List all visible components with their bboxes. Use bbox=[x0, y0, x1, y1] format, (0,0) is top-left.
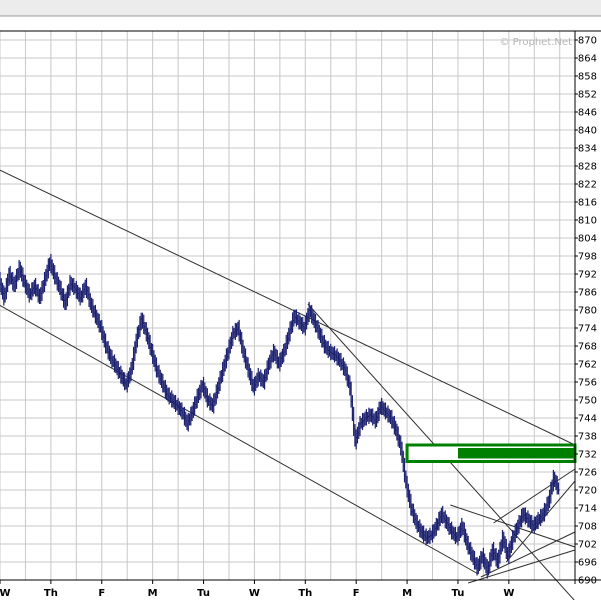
x-tick-label-10: W bbox=[503, 588, 514, 599]
y-tick-label-834: 834 bbox=[578, 144, 597, 155]
y-tick-label-714: 714 bbox=[578, 504, 597, 515]
y-tick-label-870: 870 bbox=[578, 36, 597, 47]
x-tick-label-2: F bbox=[98, 588, 105, 599]
y-tick-label-810: 810 bbox=[578, 216, 597, 227]
y-tick-label-792: 792 bbox=[578, 270, 597, 281]
x-tick-label-7: F bbox=[353, 588, 360, 599]
y-tick-label-768: 768 bbox=[578, 342, 597, 353]
y-tick-label-708: 708 bbox=[578, 522, 597, 533]
y-tick-label-732: 732 bbox=[578, 450, 597, 461]
y-tick-label-762: 762 bbox=[578, 360, 597, 371]
y-tick-label-696: 696 bbox=[578, 558, 597, 569]
y-tick-label-798: 798 bbox=[578, 252, 597, 263]
x-tick-label-0: W bbox=[0, 588, 11, 599]
y-tick-label-816: 816 bbox=[578, 198, 597, 209]
y-tick-label-690: 690 bbox=[578, 576, 597, 587]
y-tick-label-840: 840 bbox=[578, 126, 597, 137]
plot-background bbox=[0, 31, 575, 580]
watermark-text: © Prophet.Net bbox=[499, 37, 572, 48]
x-tick-label-5: W bbox=[249, 588, 260, 599]
y-tick-label-846: 846 bbox=[578, 108, 597, 119]
y-tick-label-828: 828 bbox=[578, 162, 597, 173]
y-tick-label-756: 756 bbox=[578, 378, 597, 389]
y-tick-label-750: 750 bbox=[578, 396, 597, 407]
price-zones bbox=[405, 443, 577, 463]
x-tick-label-1: Th bbox=[44, 588, 58, 599]
y-tick-label-822: 822 bbox=[578, 180, 597, 191]
trendline-1 bbox=[0, 304, 479, 575]
y-axis-labels: 870 864 858 852 846 840 834 828 822 816 810 804 798 7… bbox=[575, 36, 597, 587]
plot-frame bbox=[0, 15, 601, 584]
top-band bbox=[0, 0, 601, 16]
y-tick-label-774: 774 bbox=[578, 324, 597, 335]
price-zone-fill-0 bbox=[457, 448, 575, 459]
x-tick-label-3: M bbox=[148, 588, 158, 599]
trendline-6 bbox=[480, 531, 576, 578]
y-tick-label-804: 804 bbox=[578, 234, 597, 245]
price-bars bbox=[0, 253, 560, 579]
y-tick-label-858: 858 bbox=[578, 72, 597, 83]
y-tick-label-852: 852 bbox=[578, 90, 597, 101]
y-tick-label-720: 720 bbox=[578, 486, 597, 497]
y-tick-label-726: 726 bbox=[578, 468, 597, 479]
y-tick-label-744: 744 bbox=[578, 414, 597, 425]
trendline-0 bbox=[0, 169, 576, 446]
trendline-7 bbox=[467, 549, 576, 584]
y-tick-label-738: 738 bbox=[578, 432, 597, 443]
y-tick-label-780: 780 bbox=[578, 306, 597, 317]
trendline-3 bbox=[450, 504, 576, 548]
x-tick-label-6: Th bbox=[298, 588, 312, 599]
y-tick-label-864: 864 bbox=[578, 54, 597, 65]
trendline-4 bbox=[493, 468, 576, 524]
x-tick-label-4: Tu bbox=[197, 588, 210, 599]
x-tick-label-9: Tu bbox=[452, 588, 465, 599]
y-tick-label-786: 786 bbox=[578, 288, 597, 299]
x-axis-labels: W Th F M Tu W Th F M Tu W bbox=[0, 580, 514, 599]
x-tick-label-8: M bbox=[402, 588, 412, 599]
y-tick-label-702: 702 bbox=[578, 540, 597, 551]
